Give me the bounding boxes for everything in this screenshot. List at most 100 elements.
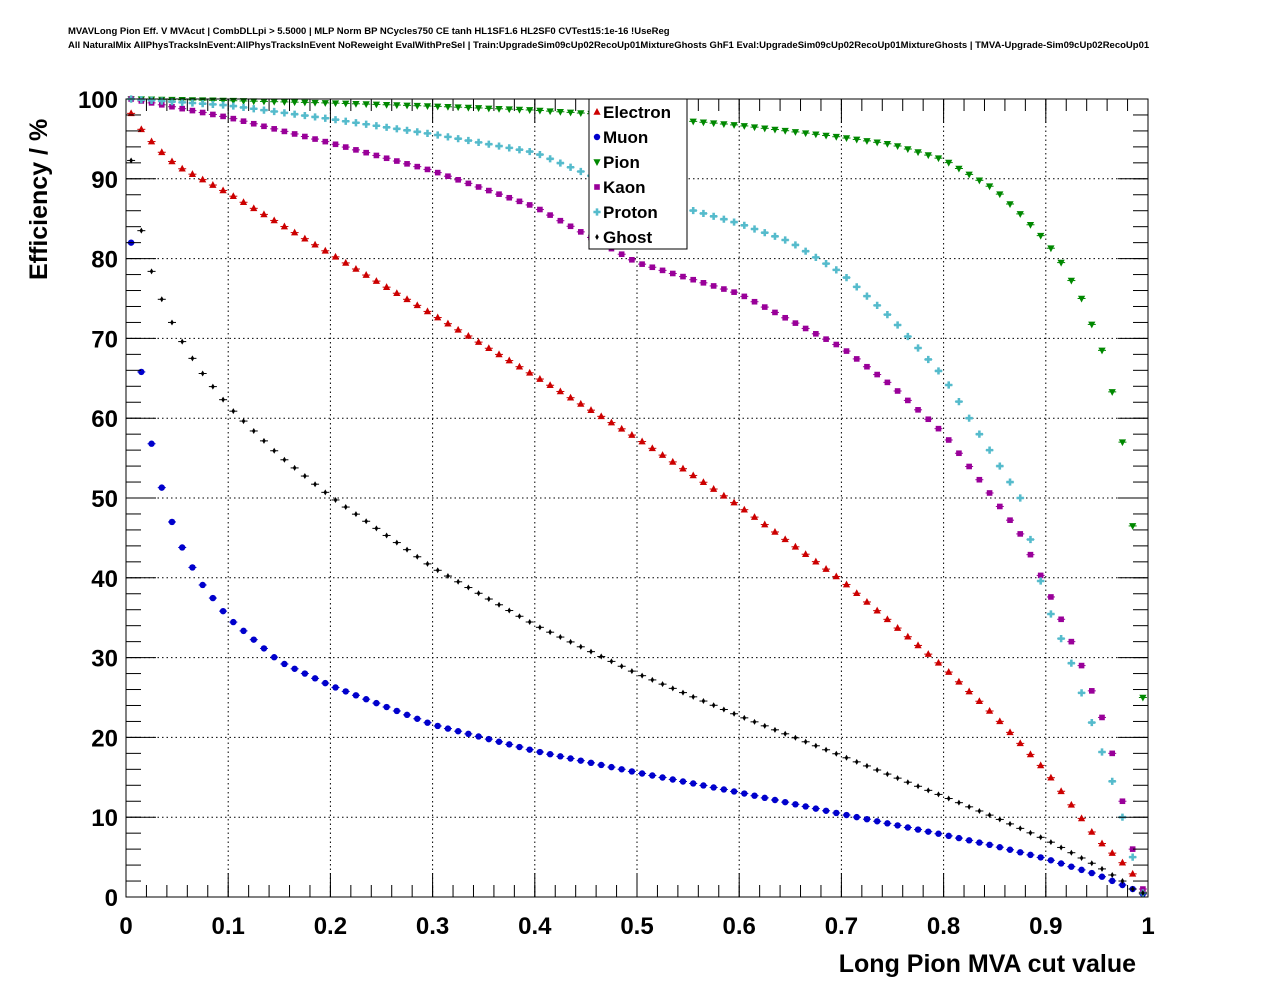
data-point [516, 743, 523, 751]
data-point [312, 136, 318, 142]
data-point [967, 803, 971, 810]
data-point [474, 105, 483, 112]
data-point [607, 418, 616, 426]
data-point [179, 544, 186, 551]
data-point [822, 260, 830, 268]
data-point [1067, 659, 1075, 667]
data-point [557, 753, 564, 760]
data-point [864, 363, 870, 370]
data-point [578, 643, 583, 650]
data-point [659, 267, 666, 274]
data-point [546, 750, 554, 758]
data-point [741, 293, 748, 300]
data-point [710, 283, 717, 289]
header-line-1: MVAVLong Pion Eff. V MVAcut | CombDLLpi … [68, 26, 670, 37]
data-point [495, 142, 503, 150]
y-tick-label: 90 [91, 167, 118, 194]
data-point [464, 136, 472, 145]
data-point [372, 277, 380, 284]
data-point [250, 204, 258, 212]
data-point [332, 141, 339, 148]
data-point [781, 798, 789, 806]
data-point [322, 138, 329, 145]
data-point [742, 714, 747, 721]
data-point [731, 289, 737, 295]
data-point [679, 464, 687, 472]
data-point [751, 298, 758, 305]
data-point [936, 791, 941, 798]
data-point [863, 597, 871, 605]
data-point [302, 133, 308, 140]
data-point [158, 484, 165, 491]
data-point [199, 581, 206, 589]
data-point [1098, 347, 1106, 355]
data-point [546, 108, 554, 116]
data-point [423, 103, 432, 111]
data-point [1037, 854, 1044, 861]
data-point [577, 167, 585, 176]
data-point [884, 820, 891, 827]
data-point [834, 750, 839, 757]
data-point [373, 699, 380, 707]
data-point [587, 759, 595, 767]
data-point [833, 341, 840, 348]
data-point [710, 120, 718, 128]
data-point [894, 822, 901, 829]
data-point [139, 227, 144, 234]
data-point [444, 319, 452, 327]
data-point [609, 658, 614, 665]
x-tick-label: 0.1 [212, 913, 245, 940]
data-point [250, 636, 257, 643]
data-point [1139, 694, 1147, 702]
data-point [1016, 494, 1024, 502]
data-point [976, 476, 983, 483]
data-point [699, 119, 708, 127]
data-point [505, 144, 513, 152]
data-point [343, 504, 348, 511]
data-point [996, 844, 1004, 851]
data-point [454, 104, 462, 112]
data-point [445, 173, 451, 180]
data-point [168, 98, 176, 106]
data-point [372, 101, 380, 109]
data-point [362, 696, 370, 703]
data-point [230, 618, 237, 626]
data-point [229, 97, 237, 105]
series-ghost [127, 157, 1147, 897]
data-point [363, 149, 369, 156]
data-point [812, 557, 820, 565]
data-point [730, 498, 738, 506]
data-point [1026, 750, 1035, 758]
data-point [638, 437, 646, 445]
data-point [209, 181, 217, 188]
data-point [660, 681, 665, 688]
data-point [454, 135, 462, 143]
data-point [1119, 798, 1126, 805]
data-point [464, 104, 472, 112]
data-point [740, 123, 748, 130]
data-point [331, 100, 340, 108]
y-tick-label: 20 [91, 725, 118, 752]
data-point [894, 143, 902, 151]
legend-marker-muon [593, 133, 601, 141]
data-point [1037, 761, 1045, 769]
data-point [526, 107, 534, 114]
data-point [701, 698, 706, 705]
x-tick-label: 1 [1141, 913, 1154, 940]
data-point [210, 111, 216, 118]
data-point [342, 258, 350, 266]
data-point [812, 131, 820, 139]
data-point [547, 212, 553, 218]
data-point [364, 518, 368, 525]
data-point [1028, 829, 1033, 836]
data-point [1118, 439, 1127, 447]
data-point [1047, 610, 1055, 618]
data-point [813, 331, 819, 337]
data-point [240, 118, 247, 124]
data-point [301, 99, 309, 107]
data-point [689, 471, 697, 479]
data-point [189, 107, 196, 114]
data-point [986, 490, 993, 496]
data-point [1038, 834, 1043, 841]
data-point [190, 355, 195, 362]
